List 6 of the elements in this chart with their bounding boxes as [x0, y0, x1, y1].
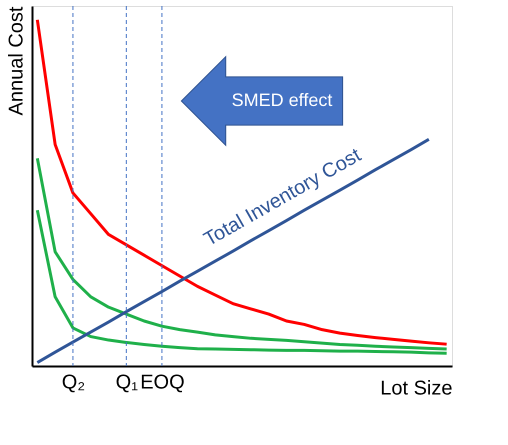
x-axis-title: Lot Size	[380, 378, 452, 400]
x-tick-label: Q₂	[62, 372, 86, 394]
x-tick-label: Q₁	[116, 372, 138, 394]
x-tick-label: EOQ	[140, 372, 185, 394]
y-axis-title: Annual Cost	[6, 6, 28, 116]
annotation: SMED effect	[232, 90, 332, 110]
